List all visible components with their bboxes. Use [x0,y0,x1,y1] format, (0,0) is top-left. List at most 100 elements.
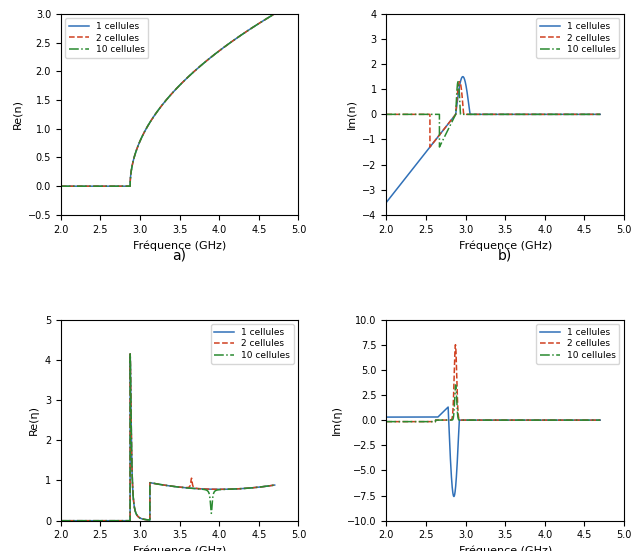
1 cellules [421,414,429,420]
10 cellules [196,63,204,70]
X-axis label: Fréquence (GHz): Fréquence (GHz) [458,546,552,551]
Y-axis label: Re(n): Re(n) [12,99,22,129]
2 cellules [559,111,566,118]
2 cellules [465,111,472,118]
Legend: 1 cellules, 2 cellules, 10 cellules: 1 cellules, 2 cellules, 10 cellules [536,324,620,364]
1 cellules [57,183,65,190]
1 cellules [233,485,241,492]
Line: 2 cellules: 2 cellules [387,345,600,422]
Text: a): a) [173,248,187,262]
Text: b): b) [498,248,512,262]
1 cellules [216,47,224,53]
2 cellules [542,417,550,423]
10 cellules [522,111,529,118]
2 cellules [185,484,193,490]
2 cellules [426,144,434,150]
1 cellules [559,111,566,118]
X-axis label: Fréquence (GHz): Fréquence (GHz) [458,240,552,251]
2 cellules [126,350,134,357]
10 cellules [465,111,472,118]
Y-axis label: Im(n): Im(n) [347,99,356,129]
10 cellules [383,111,390,118]
2 cellules [421,418,429,425]
10 cellules [196,485,204,492]
10 cellules [233,35,241,41]
Line: 2 cellules: 2 cellules [61,354,275,521]
2 cellules [383,111,390,118]
10 cellules [216,487,224,493]
10 cellules [559,111,566,118]
10 cellules [185,485,193,491]
2 cellules [139,132,147,139]
2 cellules [96,517,104,524]
1 cellules [522,417,529,423]
1 cellules [450,493,458,500]
2 cellules [452,342,460,348]
X-axis label: Fréquence (GHz): Fréquence (GHz) [133,240,227,251]
2 cellules [271,482,278,488]
2 cellules [522,417,529,423]
1 cellules [196,63,204,70]
1 cellules [596,111,604,118]
1 cellules [421,150,429,156]
10 cellules [233,485,241,492]
1 cellules [216,486,224,493]
2 cellules [196,63,204,70]
1 cellules [559,417,566,423]
10 cellules [452,382,460,388]
Line: 10 cellules: 10 cellules [61,354,275,521]
Line: 10 cellules: 10 cellules [387,385,600,422]
2 cellules [216,486,224,493]
2 cellules [456,78,463,85]
1 cellules [383,199,390,206]
1 cellules [542,417,550,423]
10 cellules [454,78,462,85]
10 cellules [436,144,444,150]
1 cellules [464,96,472,103]
Line: 1 cellules: 1 cellules [61,354,275,521]
Y-axis label: Re(η): Re(η) [29,405,39,435]
1 cellules [233,35,241,41]
1 cellules [57,517,65,524]
10 cellules [421,418,429,425]
2 cellules [233,485,241,492]
1 cellules [444,404,452,410]
2 cellules [464,417,472,423]
1 cellules [139,516,147,522]
2 cellules [185,73,193,79]
10 cellules [464,417,472,423]
10 cellules [216,47,224,53]
10 cellules [185,73,193,79]
10 cellules [271,10,278,17]
1 cellules [522,111,529,118]
1 cellules [96,183,104,190]
10 cellules [57,183,65,190]
Line: 2 cellules: 2 cellules [387,82,600,147]
10 cellules [96,183,104,190]
Legend: 1 cellules, 2 cellules, 10 cellules: 1 cellules, 2 cellules, 10 cellules [211,324,294,364]
Legend: 1 cellules, 2 cellules, 10 cellules: 1 cellules, 2 cellules, 10 cellules [65,18,148,58]
2 cellules [421,111,429,118]
10 cellules [271,482,278,488]
2 cellules [57,183,65,190]
2 cellules [383,418,390,425]
2 cellules [511,417,518,423]
1 cellules [139,132,147,139]
10 cellules [522,417,529,423]
1 cellules [271,482,278,488]
1 cellules [196,485,204,492]
10 cellules [596,111,604,118]
10 cellules [126,350,134,357]
Line: 1 cellules: 1 cellules [387,77,600,202]
1 cellules [596,417,604,423]
2 cellules [511,111,518,118]
2 cellules [196,485,204,492]
Line: 2 cellules: 2 cellules [61,14,275,186]
10 cellules [511,417,518,423]
1 cellules [185,485,193,491]
10 cellules [421,111,429,118]
2 cellules [216,47,224,53]
1 cellules [185,73,193,79]
10 cellules [596,417,604,423]
10 cellules [139,516,147,522]
